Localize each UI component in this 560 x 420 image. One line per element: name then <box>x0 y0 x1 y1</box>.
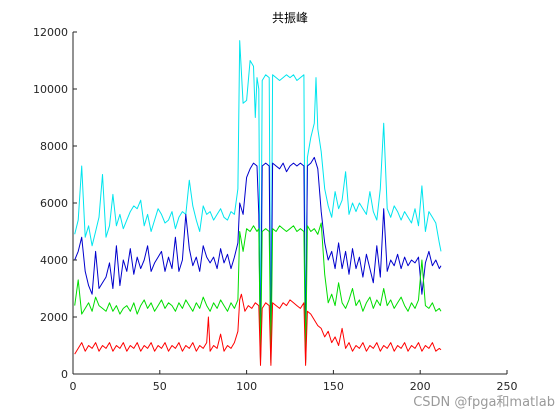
y-tick-label: 0 <box>61 368 68 381</box>
x-tick-label: 0 <box>70 380 77 393</box>
y-tick-label: 10000 <box>33 83 68 96</box>
x-tick-label: 150 <box>323 380 344 393</box>
y-tick-label: 6000 <box>40 197 68 210</box>
y-tick-label: 4000 <box>40 254 68 267</box>
axes-layer: 0 50 100 150 200 250 0 2000 4000 6000 8000 10000 120… <box>33 26 518 393</box>
x-tick-label: 200 <box>410 380 431 393</box>
series-layer <box>74 40 442 366</box>
y-tick-label: 2000 <box>40 311 68 324</box>
x-tick-label: 50 <box>153 380 167 393</box>
series-line-4 <box>74 293 442 366</box>
plot-area <box>73 32 507 374</box>
watermark: CSDN @fpga和matlab <box>413 395 555 410</box>
x-tick-label: 100 <box>236 380 257 393</box>
y-tick-label: 8000 <box>40 140 68 153</box>
x-tick-label: 250 <box>497 380 518 393</box>
plot-background <box>73 32 507 374</box>
chart-title: 共振峰 <box>272 11 308 25</box>
y-tick-label: 12000 <box>33 26 68 39</box>
